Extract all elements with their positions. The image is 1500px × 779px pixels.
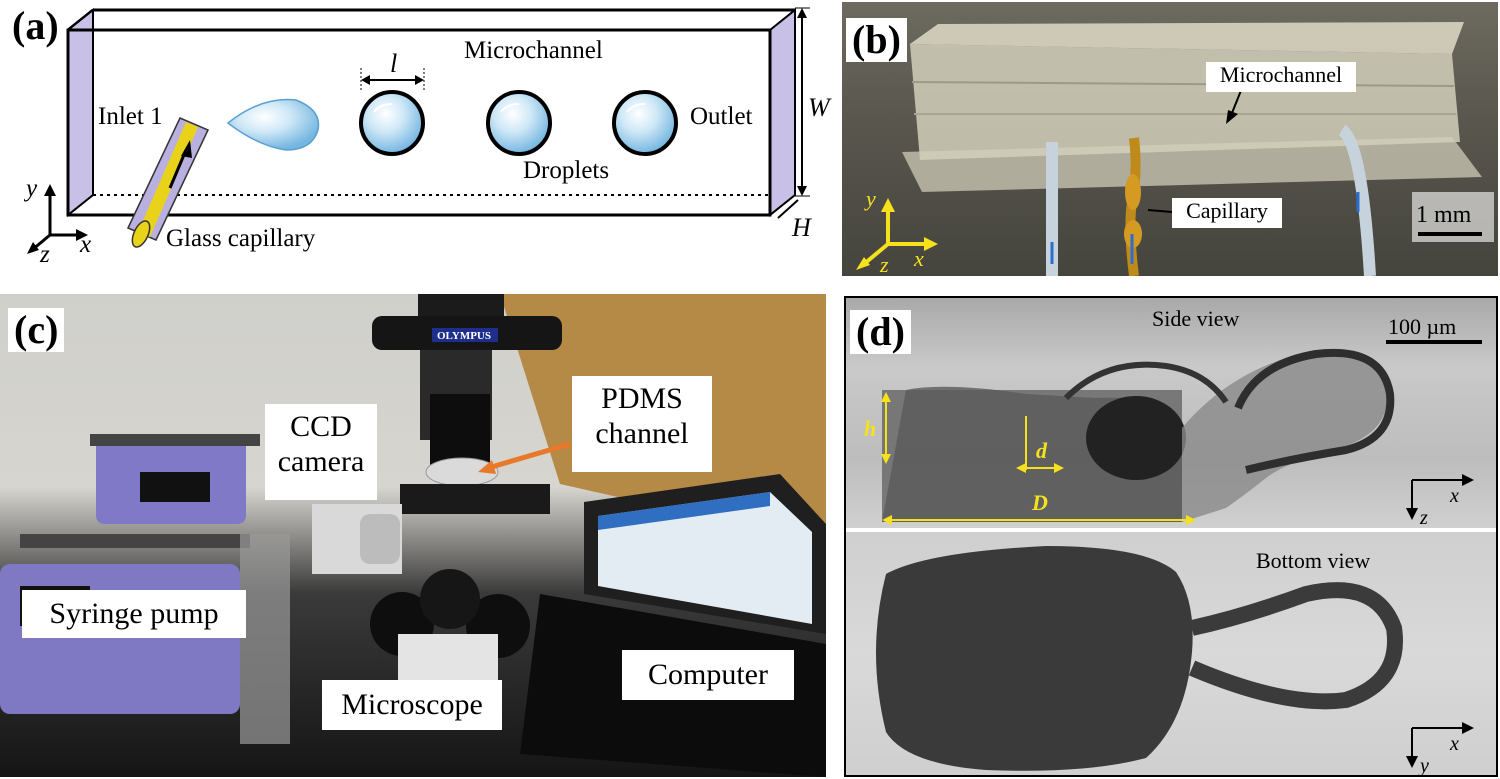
axis-x-label-b: x: [913, 246, 924, 271]
label-inlet: Inlet 1: [98, 103, 163, 130]
side-view-image: Side view 100 µm h d D x z: [846, 298, 1496, 528]
axis-z-label-b: z: [879, 252, 889, 276]
label-ccd-camera: CCD camera: [265, 404, 377, 500]
droplet-3: [612, 90, 678, 156]
axis-y-label: y: [23, 175, 38, 202]
dim-h-d: h: [864, 416, 876, 441]
dim-h: H: [791, 213, 812, 242]
droplet-1: [359, 90, 425, 156]
axis-x-label: x: [79, 231, 91, 258]
axes-icon-a: [27, 184, 88, 254]
label-syringe-pump: Syringe pump: [22, 590, 246, 638]
axis-x-label-bottom: x: [1449, 733, 1459, 755]
panel-b-letter: (b): [846, 18, 907, 62]
axis-y-label-b: y: [864, 186, 876, 211]
label-droplets: Droplets: [523, 157, 609, 184]
dim-d-large: D: [1031, 490, 1048, 515]
label-microchannel-b: Microchannel: [1206, 62, 1356, 92]
label-microchannel: Microchannel: [464, 37, 603, 64]
label-pdms-line2: channel: [595, 416, 689, 450]
label-bottom-view: Bottom view: [1256, 548, 1370, 573]
axes-icon-b: [856, 198, 938, 270]
axis-y-label-bottom: y: [1418, 755, 1429, 775]
axes-icon-bottom: [1406, 722, 1474, 768]
axis-z-label: z: [39, 241, 50, 268]
panel-b-photo: y x z 1 mm Microchannel Capillary (b): [842, 2, 1498, 276]
axis-z-label-side: z: [1419, 507, 1428, 528]
label-capillary-b: Capillary: [1172, 198, 1282, 228]
label-computer: Computer: [622, 650, 794, 700]
panel-c-photo: OLYMPUS CCD camera PDMS channel: [0, 294, 826, 777]
label-pdms-channel: PDMS channel: [572, 376, 712, 472]
panel-d-micrographs: Side view 100 µm h d D x z Bottom view x…: [844, 296, 1498, 777]
droplet-2: [486, 90, 552, 156]
dim-d-small: d: [1036, 438, 1048, 463]
label-microscope: Microscope: [322, 680, 502, 730]
olympus-brand: OLYMPUS: [437, 330, 491, 342]
bottom-view-image: Bottom view x y: [846, 532, 1496, 775]
panel-a-letter: (a): [6, 4, 65, 48]
dim-l: l: [390, 49, 397, 78]
microchannel-schematic: Microchannel Inlet 1 Outlet Droplets Gla…: [23, 7, 832, 268]
glass-capillary-illustration: [126, 117, 210, 248]
view-divider: [846, 528, 1496, 532]
device-photo: y x z 1 mm: [856, 22, 1494, 276]
label-ccd-line1: CCD: [290, 410, 352, 443]
label-outlet: Outlet: [690, 103, 753, 130]
label-side-view: Side view: [1152, 306, 1239, 331]
panel-a-schematic: Microchannel Inlet 1 Outlet Droplets Gla…: [0, 0, 835, 280]
dim-w: W: [808, 93, 832, 122]
scale-bar-label-b: 1 mm: [1416, 202, 1472, 228]
axes-icon-side: [1406, 474, 1474, 520]
label-pdms-line1: PDMS: [601, 382, 683, 415]
panel-d-letter: (d): [850, 310, 911, 354]
label-ccd-line2: camera: [277, 444, 365, 478]
axis-x-label-side: x: [1449, 485, 1459, 507]
panel-c-letter: (c): [8, 308, 65, 352]
scale-bar-label-d: 100 µm: [1388, 314, 1456, 339]
label-glass-capillary: Glass capillary: [166, 225, 316, 252]
